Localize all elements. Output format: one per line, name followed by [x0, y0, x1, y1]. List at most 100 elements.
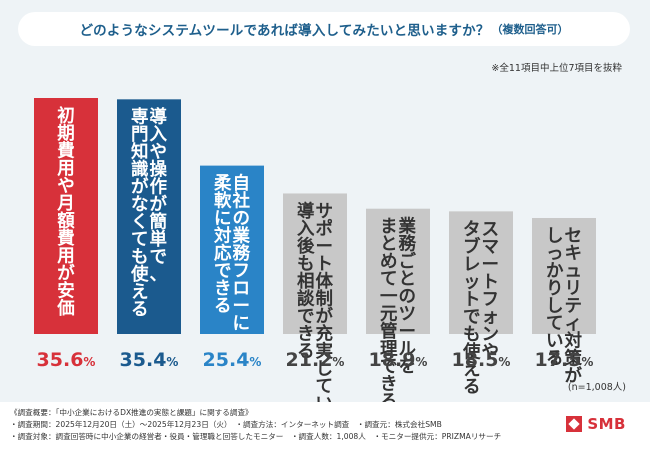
bar-label-char: し: [546, 226, 564, 246]
bar-label-char: ー: [399, 322, 417, 342]
bar-label-char: し: [316, 359, 334, 379]
bar-label-char: い: [316, 394, 334, 402]
bar-label-char: 操: [150, 159, 168, 180]
bar-label-char: か: [546, 261, 564, 281]
bar-label-char: 安: [57, 280, 75, 301]
value-label-4: 21.2%: [286, 349, 345, 371]
bar-chart: 初期費用や月額費用が安価35.6%導入や操作が簡単で、専門知識がなくても使える3…: [34, 98, 626, 402]
bar-label-char: め: [380, 252, 398, 272]
bar-label-char: ル: [399, 340, 417, 360]
bar-label-char: 相: [297, 271, 315, 292]
bar-label-char: 後: [297, 236, 315, 257]
bar-label-char: 軟: [214, 191, 232, 212]
bar-5: [366, 208, 430, 334]
bar-label-char: 費: [57, 140, 75, 161]
bar-label-char: サ: [316, 202, 334, 222]
bar-label-char: ト: [316, 254, 334, 274]
bar-label-char: 務: [233, 243, 251, 264]
bar-label-char: ー: [482, 255, 500, 275]
bar-label-char: で: [214, 262, 232, 282]
chart-title: どのようなシステムツールであれば導入してみたいと思いますか？: [79, 23, 490, 39]
sample-size: (n=1,008人): [568, 382, 626, 393]
bar-label-char: ュ: [565, 261, 583, 281]
footer: 《調査概要：「中小企業におけるDX推進の実態と課題」に関する調査》 ・調査期間：…: [0, 402, 650, 450]
bar-label-char: 体: [316, 271, 334, 292]
bar-label-char: も: [131, 248, 149, 268]
bar-label-char: が: [57, 263, 75, 284]
bar-label-char: ス: [482, 220, 500, 240]
bar-label-char: る: [546, 349, 564, 369]
bar-label-char: と: [399, 270, 417, 290]
bar-label-char: セ: [565, 226, 583, 246]
bar-label-char: え: [131, 283, 149, 303]
bar-label-char: 応: [214, 243, 232, 264]
bar-7: [532, 217, 596, 334]
bar-4: [283, 193, 347, 334]
bar-label-char: 期: [57, 124, 75, 144]
bar-label-char: 価: [56, 298, 75, 319]
bar-label-char: を: [399, 357, 417, 377]
bar-1: [34, 98, 98, 334]
bar-label-char: ト: [463, 290, 481, 310]
bar-label-char: の: [233, 209, 251, 229]
bar-label-char: に: [214, 209, 232, 229]
chart-title-suffix: （複数回答可）: [491, 23, 569, 36]
bar-label-char: 初: [57, 105, 75, 126]
bar-label-char: っ: [546, 244, 564, 264]
bar-label-char: 柔: [213, 174, 232, 194]
bar-label-char: も: [463, 325, 481, 345]
bar-label-char: 実: [316, 341, 334, 362]
value-label-5: 18.9%: [369, 349, 428, 371]
bar-label-char: る: [297, 342, 315, 362]
bar-label-char: い: [546, 331, 564, 351]
bar-label-char: 月: [56, 194, 75, 214]
bar-2: [117, 99, 181, 335]
bar-label-char: て: [380, 270, 398, 290]
bar-label-char: や: [150, 143, 168, 163]
bar-label-char: 用: [57, 159, 75, 179]
bar-label-char: ー: [233, 297, 251, 317]
value-label-7: 17.5%: [535, 349, 594, 371]
bar-label-char: な: [131, 195, 149, 215]
bar-label-char: が: [565, 365, 583, 386]
note-text: ※全11項目中上位7項目を抜粋: [491, 63, 622, 74]
bar-label-char: 策: [565, 348, 583, 369]
bar-label-char: ブ: [463, 236, 481, 257]
bar-label-char: ー: [316, 237, 334, 257]
bar-label-char: 導: [297, 201, 315, 222]
bar-label-char: 理: [380, 340, 398, 360]
bar-label-char: フ: [233, 262, 251, 282]
bar-label-char: ロ: [233, 279, 251, 299]
bar-label-char: タ: [463, 220, 481, 240]
bar-label-char: 額: [56, 210, 75, 231]
bar-label-char: 門: [131, 125, 149, 145]
survey-line-1: 《調査概要：「中小企業におけるDX推進の実態と課題」に関する調査》: [10, 408, 253, 417]
survey-line-2: ・調査期間：2025年12月20日（土）〜2025年12月23日（火） ・調査方…: [10, 420, 442, 429]
value-label-6: 18.5%: [452, 349, 511, 371]
bar-label-char: や: [57, 176, 75, 196]
bar-label-char: 入: [297, 219, 315, 239]
bar-label-char: て: [131, 230, 149, 250]
bar-label-char: 制: [316, 288, 334, 309]
smb-logo: SMB: [566, 415, 626, 433]
bar-label-char: る: [463, 377, 481, 397]
bar-label-char: 使: [462, 341, 481, 362]
bar-label-char: リ: [565, 279, 583, 299]
bar-label-char: で: [297, 307, 315, 327]
bar-label-char: レ: [463, 255, 481, 275]
bar-label-char: く: [131, 213, 149, 233]
bar-label-char: ン: [482, 325, 500, 345]
bar-label-char: 業: [232, 226, 251, 247]
bar-label-char: し: [546, 296, 564, 316]
value-label-2: 35.4%: [120, 349, 179, 371]
bar-label-char: て: [546, 314, 564, 334]
bar-label-char: き: [214, 279, 232, 299]
bar-label-char: と: [380, 235, 398, 255]
bar-label-char: 元: [380, 305, 398, 325]
bar-6: [449, 211, 513, 334]
bar-label-char: ま: [380, 217, 398, 237]
bar-label-char: 導: [150, 107, 168, 128]
